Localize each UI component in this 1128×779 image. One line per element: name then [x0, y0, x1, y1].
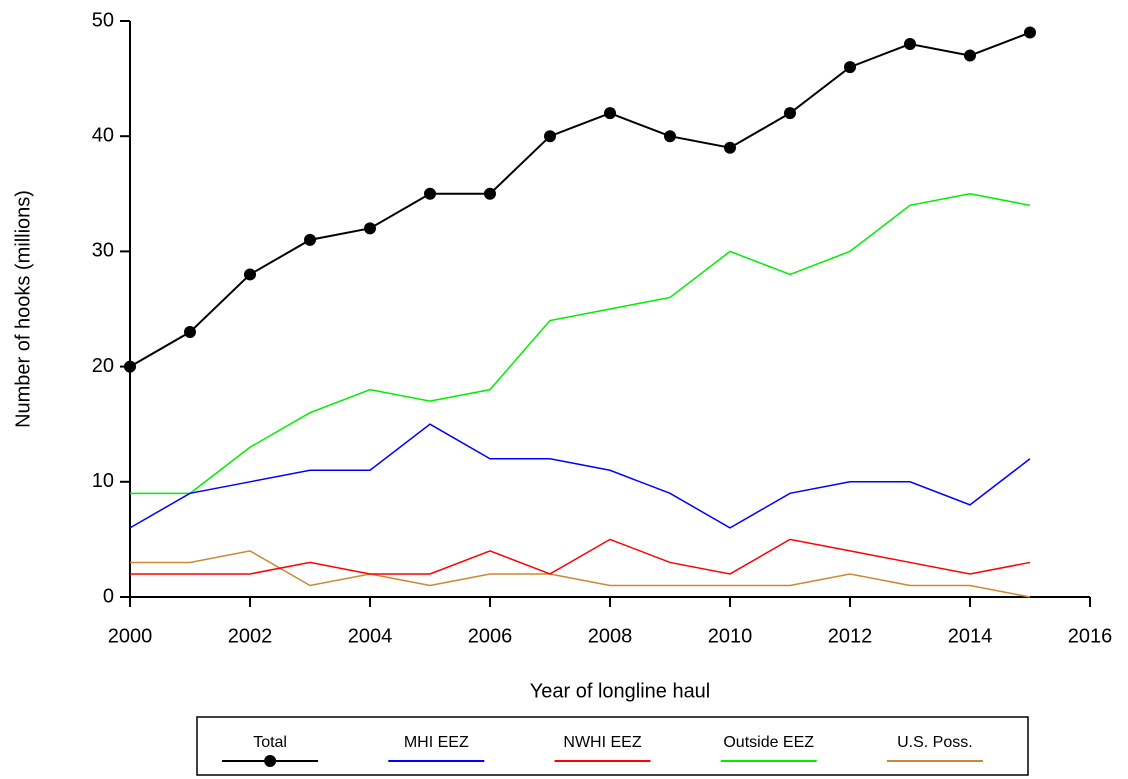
series-line — [129, 423, 1031, 529]
y-tick-label: 20 — [92, 355, 114, 377]
point — [724, 141, 736, 154]
y-tick-label: 40 — [92, 124, 114, 146]
point — [424, 187, 436, 200]
y-axis-label: Number of hooks (millions) — [12, 190, 34, 428]
point — [844, 61, 856, 74]
point — [484, 187, 496, 200]
point — [244, 268, 256, 281]
y-tick-label: 30 — [92, 240, 114, 262]
series-line — [129, 31, 1031, 368]
legend-label: Outside EEZ — [723, 734, 814, 751]
legend-label: MHI EEZ — [404, 734, 469, 751]
series-line — [130, 550, 1031, 598]
point — [184, 326, 196, 339]
y-tick-label: 50 — [92, 9, 114, 31]
point — [964, 49, 976, 62]
x-tick-label: 2008 — [588, 625, 633, 647]
series-line — [130, 538, 1031, 575]
x-tick-label: 2016 — [1068, 625, 1113, 647]
point — [304, 233, 316, 246]
legend-label: Total — [253, 734, 287, 751]
legend-label: U.S. Poss. — [897, 734, 973, 751]
x-axis-label: Year of longline haul — [530, 680, 711, 702]
x-tick-label: 2000 — [108, 625, 153, 647]
point — [604, 107, 616, 120]
x-tick-label: 2006 — [468, 625, 513, 647]
point — [124, 360, 136, 373]
y-tick-label: 0 — [103, 585, 114, 607]
series-line — [130, 193, 1031, 495]
point — [664, 130, 676, 143]
point — [904, 38, 916, 51]
x-tick-label: 2004 — [348, 625, 393, 647]
legend-box — [196, 716, 1029, 776]
point — [1024, 26, 1036, 39]
legend-marker — [264, 755, 277, 767]
x-tick-label: 2012 — [828, 625, 873, 647]
legend: Total MHI EEZ NWHI EEZ Outside EEZ U.S. Poss… — [222, 734, 983, 767]
legend-label: NWHI EEZ — [563, 734, 641, 751]
point — [544, 130, 556, 143]
x-tick-label: 2014 — [948, 625, 993, 647]
x-tick-label: 2002 — [228, 625, 273, 647]
point — [364, 222, 376, 235]
x-tick-label: 2010 — [708, 625, 753, 647]
y-tick-label: 10 — [92, 470, 114, 492]
point — [784, 107, 796, 120]
